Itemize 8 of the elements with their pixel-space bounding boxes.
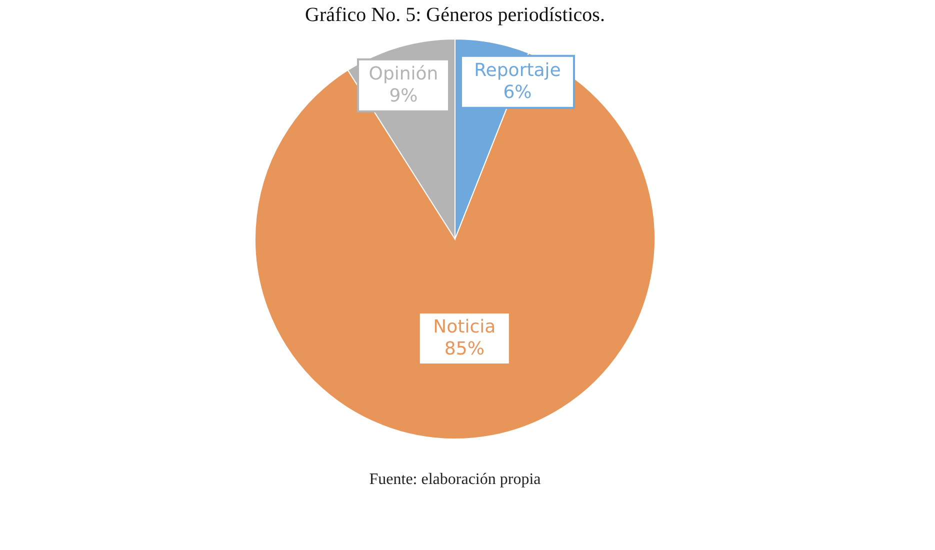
slice-label: Noticia (433, 316, 496, 338)
slice-label: Opinión (368, 63, 438, 84)
data-label: 9% (389, 85, 418, 106)
data-label: 6% (503, 82, 532, 103)
source-note: Fuente: elaboración propia (369, 471, 541, 488)
slice-label: Reportaje (474, 60, 561, 81)
data-label: 85% (444, 338, 484, 360)
chart-title: Gráfico No. 5: Géneros periodísticos. (305, 4, 605, 26)
